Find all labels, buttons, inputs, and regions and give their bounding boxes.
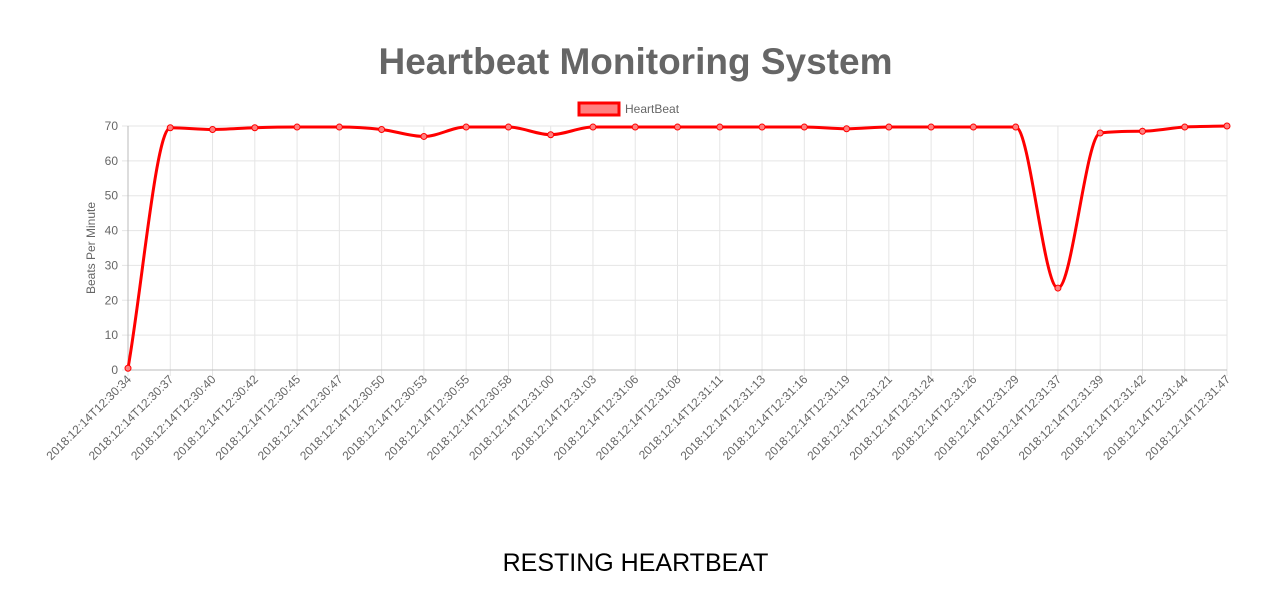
data-point [378,125,386,133]
data-point [589,123,597,131]
y-tick-label: 70 [105,119,119,133]
y-tick-label: 10 [105,328,119,342]
data-point [335,123,343,131]
data-point [504,123,512,131]
data-point [885,123,893,131]
data-point [251,124,259,132]
y-tick-label: 20 [105,293,119,307]
data-point [758,123,766,131]
chart-grid [122,125,1228,376]
y-tick-label: 0 [111,363,118,377]
data-point [1096,129,1104,137]
data-point [420,132,428,140]
page-title: Heartbeat Monitoring System [378,41,893,82]
chart-legend[interactable]: HeartBeat [577,101,680,117]
data-point [124,364,132,372]
y-axis-ticks: 0 10 20 30 40 50 60 70 [105,119,119,377]
data-point [800,123,808,131]
legend-label-heartbeat[interactable]: HeartBeat [625,102,680,116]
data-point [1054,284,1062,292]
data-point [927,123,935,131]
data-point [166,124,174,132]
data-point [843,125,851,133]
legend-swatch-heartbeat[interactable] [577,101,621,117]
data-point [631,123,639,131]
chart-axes [127,126,1227,371]
data-point [716,123,724,131]
footer-label: RESTING HEARTBEAT [502,549,769,577]
heartbeat-line-chart: 0 10 20 30 40 50 60 70 2018:12:14T12:30:342018:… [44,101,1234,463]
data-point [1138,127,1146,135]
data-point [209,125,217,133]
y-axis-label: Beats Per Minute [84,202,98,294]
y-tick-label: 40 [105,224,119,238]
data-points [124,122,1231,372]
y-tick-label: 60 [105,154,119,168]
data-point [462,123,470,131]
data-point [1223,122,1231,130]
data-point [1181,123,1189,131]
data-point [674,123,681,131]
data-point [969,123,977,131]
x-axis-ticks: 2018:12:14T12:30:342018:12:14T12:30:3720… [44,372,1234,463]
data-point [1012,123,1020,131]
x-tick-label: 2018:12:14T12:31:47 [1143,372,1234,463]
y-tick-label: 50 [105,189,119,203]
data-point [547,131,555,139]
y-tick-label: 30 [105,258,119,272]
data-point [293,123,301,131]
